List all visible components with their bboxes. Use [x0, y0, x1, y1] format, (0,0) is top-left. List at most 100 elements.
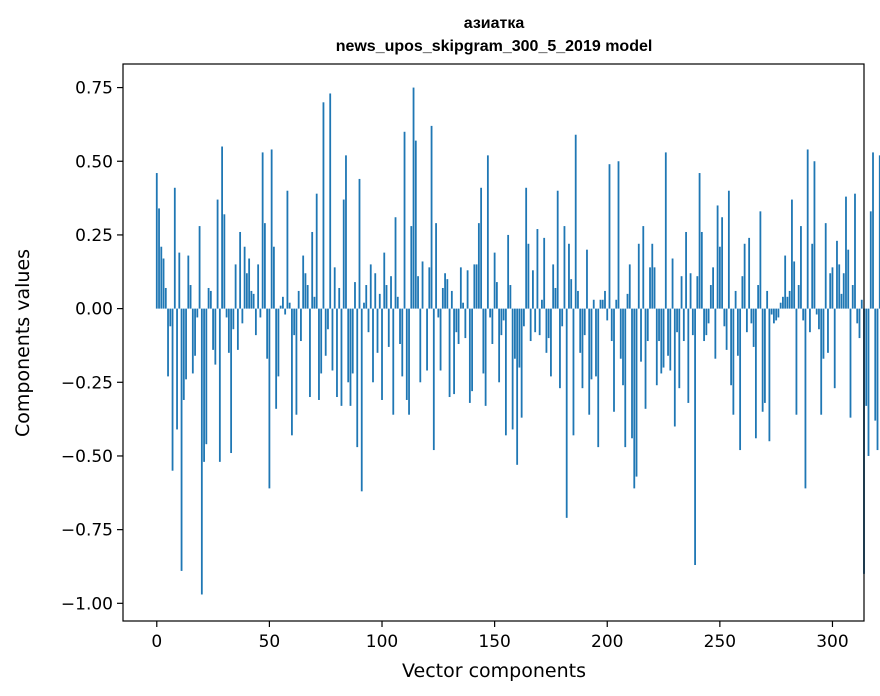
bar-component-158	[511, 308, 514, 430]
bar-component-205	[617, 161, 620, 309]
bar-component-37	[239, 231, 242, 309]
bar-component-203	[613, 308, 615, 412]
bar-component-293	[815, 308, 818, 315]
bar-component-128	[444, 273, 446, 309]
bar-component-77	[329, 93, 332, 309]
bar-component-150	[493, 252, 496, 309]
y-tick-label: −0.75	[61, 521, 113, 541]
bar-component-257	[734, 290, 737, 309]
bar-component-204	[615, 299, 618, 309]
bar-component-31	[225, 308, 228, 318]
bar-component-33	[230, 308, 233, 454]
bar-component-93	[365, 285, 368, 309]
bar-component-263	[748, 237, 751, 309]
bar-component-54	[277, 308, 280, 377]
bar-component-197	[599, 299, 602, 309]
bar-component-122	[430, 125, 433, 309]
bar-component-58	[286, 190, 289, 309]
bar-component-189	[581, 308, 584, 389]
bar-component-295	[820, 308, 823, 415]
bar-component-55	[279, 305, 282, 309]
bar-component-278	[782, 296, 784, 309]
bar-component-63	[297, 290, 300, 309]
bar-component-129	[446, 279, 449, 309]
bar-component-72	[318, 308, 320, 400]
bar-component-175	[550, 308, 552, 377]
bar-component-165	[527, 243, 530, 309]
chart-title-line-1: азиатка	[464, 15, 525, 32]
bar-component-269	[761, 308, 764, 412]
bar-component-315	[865, 308, 868, 406]
bar-component-90	[358, 178, 361, 309]
bar-component-97	[374, 273, 377, 309]
bar-component-275	[775, 308, 778, 321]
bar-component-53	[275, 308, 278, 409]
bar-component-163	[523, 308, 525, 327]
bar-component-253	[725, 308, 728, 350]
bar-component-24	[209, 290, 212, 309]
bar-component-219	[649, 267, 651, 309]
x-tick-label: 150	[478, 632, 510, 652]
bar-component-182	[565, 308, 568, 518]
bar-component-95	[369, 264, 372, 309]
bar-component-180	[561, 308, 564, 327]
bar-component-91	[360, 308, 363, 492]
bar-component-76	[327, 308, 329, 330]
bar-component-231	[676, 308, 678, 333]
bar-component-249	[716, 205, 719, 309]
bar-component-146	[484, 308, 487, 406]
bar-component-288	[804, 308, 807, 489]
bar-component-195	[595, 308, 597, 377]
bar-component-202	[610, 308, 613, 342]
bar-component-320	[876, 308, 879, 451]
bar-component-247	[712, 267, 714, 309]
bar-component-19	[198, 226, 201, 309]
chart-title-line-2: news_upos_skipgram_300_5_2019 model	[336, 38, 653, 55]
bar-component-168	[534, 308, 537, 333]
bar-component-107	[396, 296, 399, 309]
bar-component-103	[387, 308, 390, 347]
bar-component-209	[626, 293, 629, 309]
bar-component-9	[176, 308, 178, 430]
bar-component-154	[502, 308, 505, 321]
bar-component-262	[745, 308, 748, 333]
bar-component-266	[754, 308, 757, 439]
bar-component-2	[160, 246, 163, 309]
bar-component-305	[842, 273, 845, 309]
bar-component-308	[849, 308, 852, 418]
x-axis-label: Vector components	[402, 660, 586, 682]
bar-component-225	[662, 308, 665, 368]
bar-component-117	[419, 308, 422, 383]
bar-component-304	[840, 293, 843, 309]
bar-component-211	[631, 308, 633, 439]
bar-component-28	[218, 308, 221, 462]
bar-component-302	[836, 240, 838, 309]
bar-component-121	[428, 267, 431, 309]
bar-component-218	[646, 308, 649, 342]
bar-component-254	[727, 190, 730, 309]
bar-component-272	[768, 308, 771, 442]
bar-component-244	[705, 308, 708, 336]
bar-component-208	[624, 308, 627, 448]
x-tick-label: 250	[704, 632, 736, 652]
bar-component-30	[223, 214, 226, 309]
y-tick-label: 0.75	[75, 79, 113, 99]
bar-component-149	[491, 308, 494, 344]
bar-component-82	[340, 308, 343, 406]
bar-component-56	[282, 296, 284, 309]
bar-component-36	[236, 308, 239, 350]
bar-component-133	[455, 308, 458, 333]
bar-component-283	[793, 261, 796, 309]
x-tick-label: 0	[151, 632, 162, 652]
bar-component-38	[241, 308, 244, 324]
bar-component-230	[673, 308, 676, 427]
bar-component-212	[633, 308, 636, 489]
bar-component-240	[696, 276, 699, 309]
bar-component-94	[367, 308, 370, 333]
bar-component-289	[806, 149, 809, 309]
bar-component-102	[385, 285, 388, 309]
bar-component-98	[376, 308, 379, 353]
bar-component-229	[671, 258, 674, 309]
bar-component-126	[439, 308, 442, 371]
bar-component-48	[263, 223, 266, 309]
